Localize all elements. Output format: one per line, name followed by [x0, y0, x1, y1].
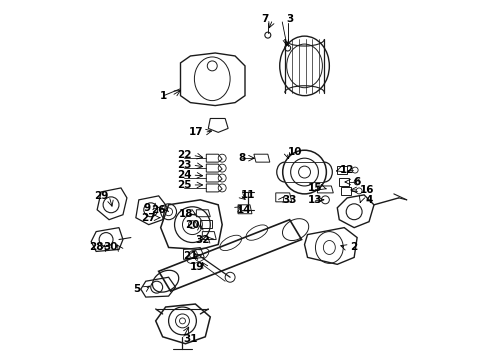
Text: 2: 2	[350, 243, 358, 252]
Text: 30: 30	[104, 243, 118, 252]
Text: 12: 12	[340, 165, 354, 175]
Text: 28: 28	[89, 243, 103, 252]
Text: 11: 11	[241, 190, 255, 200]
Text: 29: 29	[94, 191, 108, 201]
Text: 8: 8	[239, 153, 245, 163]
Text: 22: 22	[177, 150, 192, 160]
Text: 15: 15	[308, 183, 323, 193]
Text: 23: 23	[177, 160, 192, 170]
Text: 32: 32	[195, 234, 210, 244]
Text: 3: 3	[286, 14, 294, 24]
Text: 20: 20	[185, 220, 199, 230]
Text: 16: 16	[360, 185, 374, 195]
Text: 5: 5	[133, 284, 141, 294]
Text: 31: 31	[183, 334, 197, 344]
Text: 33: 33	[282, 195, 297, 205]
Text: 26: 26	[151, 205, 166, 215]
Text: 14: 14	[237, 205, 251, 215]
Text: 6: 6	[353, 177, 361, 187]
Text: 18: 18	[179, 209, 194, 219]
Text: 25: 25	[177, 180, 192, 190]
Text: 13: 13	[308, 195, 323, 205]
Text: 1: 1	[160, 91, 167, 101]
Text: 10: 10	[287, 147, 302, 157]
Text: 4: 4	[366, 195, 373, 205]
Text: 17: 17	[189, 127, 204, 138]
Text: 19: 19	[190, 262, 204, 272]
Text: 7: 7	[261, 14, 269, 24]
Text: 9: 9	[143, 203, 150, 213]
Text: 24: 24	[177, 170, 192, 180]
Text: 21: 21	[183, 251, 197, 261]
Text: 27: 27	[142, 213, 156, 223]
